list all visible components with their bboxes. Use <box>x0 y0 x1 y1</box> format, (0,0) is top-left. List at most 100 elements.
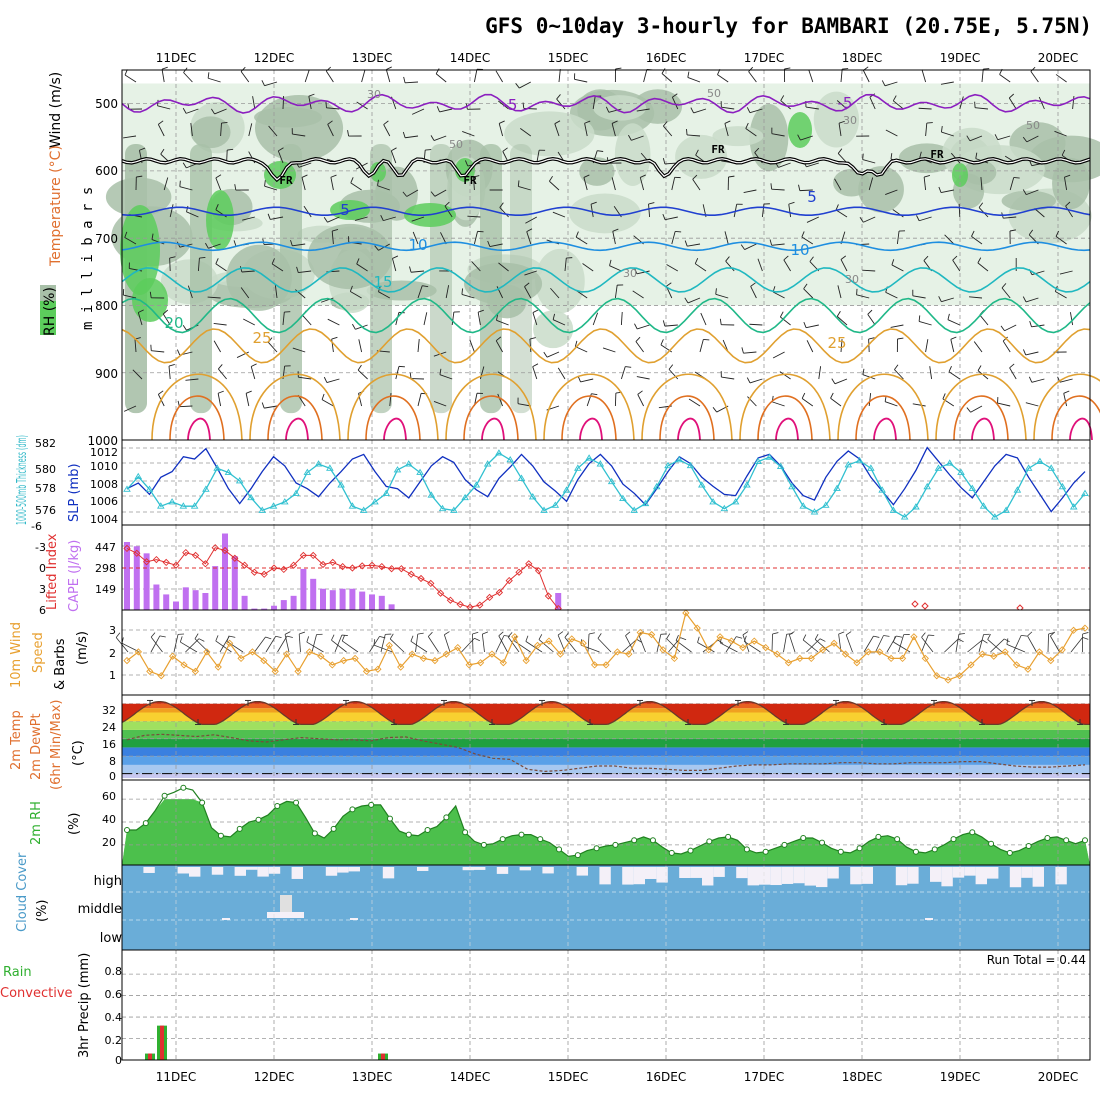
cape-bar <box>300 568 307 610</box>
wind-barb <box>958 638 964 643</box>
wind-barb <box>185 378 199 381</box>
wind-barb <box>840 259 848 272</box>
high-cloud-gap <box>519 867 531 871</box>
cape-bar <box>388 604 395 610</box>
high-cloud-gap <box>759 867 771 885</box>
isotherm <box>757 395 813 441</box>
date-label: 16DEC <box>646 1070 686 1084</box>
ytick-label: 0.6 <box>105 988 123 1001</box>
wind-barb <box>838 631 845 635</box>
wind-speed-point <box>168 652 177 660</box>
wind-barb <box>427 636 439 653</box>
wind-barb <box>743 635 747 642</box>
high-cloud-gap <box>143 867 155 873</box>
wind-barb <box>643 69 648 83</box>
wind-barb <box>800 135 813 141</box>
lifted-index-point <box>309 551 317 560</box>
rh-point <box>443 814 450 821</box>
wind-barb <box>410 635 414 642</box>
wind-barb <box>334 634 343 653</box>
high-cloud-gap <box>679 867 691 878</box>
wind-barb <box>518 185 531 191</box>
high-cloud-gap <box>690 867 702 878</box>
wind-barb <box>803 321 807 328</box>
wind-barb <box>389 633 394 640</box>
slp-point <box>1047 464 1055 471</box>
wind-barb <box>1054 130 1067 137</box>
wind-barb <box>1063 393 1068 407</box>
high-cloud-gap <box>895 867 908 886</box>
wind-barb <box>243 318 256 326</box>
wind-barb <box>736 636 743 639</box>
wind-barb <box>918 107 932 110</box>
slp-point <box>337 481 345 488</box>
lifted-index-point <box>250 568 259 576</box>
wind-barb <box>549 180 560 191</box>
wind-barb <box>615 67 622 70</box>
isotherm <box>1069 417 1093 441</box>
wind-barb <box>151 350 165 353</box>
wind-barb <box>1022 136 1028 143</box>
rh-area <box>510 144 532 414</box>
wind-barb <box>614 285 618 299</box>
high-cloud-gap <box>576 867 588 876</box>
freezing-level-label: FR <box>279 174 293 187</box>
wind-barb <box>1059 270 1073 275</box>
cape-bar <box>222 533 228 610</box>
wind-barb <box>941 297 954 303</box>
date-label: 20DEC <box>1038 51 1078 65</box>
wind-barb <box>311 634 317 653</box>
wind-barb <box>499 120 505 124</box>
slp-point <box>213 464 221 471</box>
wind-speed-point <box>533 641 542 650</box>
wind-barb <box>687 77 701 83</box>
wind-barb <box>496 314 499 321</box>
ytick-label: 149 <box>95 583 116 596</box>
wind-barb <box>789 631 795 636</box>
wind-barb <box>354 216 368 221</box>
wind-barb <box>590 201 597 205</box>
temp-band <box>122 773 1090 778</box>
rh-point <box>668 849 675 856</box>
wind-barb <box>444 631 450 636</box>
wind-barb <box>838 120 845 124</box>
slp-point <box>833 484 841 491</box>
wind-barb <box>499 207 509 218</box>
high-cloud-gap <box>496 867 509 874</box>
isotherm <box>121 297 1091 334</box>
wind-barb <box>1029 321 1032 328</box>
wind-speed-point <box>602 661 610 669</box>
wind-barb <box>183 72 193 83</box>
rh-point <box>311 830 318 837</box>
rh-point <box>480 841 487 848</box>
wind-barb <box>308 96 312 110</box>
wind-barb <box>482 631 489 635</box>
rh-point <box>556 846 563 853</box>
wind-speed-point <box>1012 661 1021 669</box>
wind-barb <box>522 102 525 109</box>
wind-barb <box>564 258 567 272</box>
wind-barb <box>157 105 171 110</box>
slp-point <box>675 455 684 463</box>
wind-barb <box>868 393 872 407</box>
wind-barb <box>197 258 200 272</box>
wind-barb <box>971 236 983 245</box>
high-cloud-gap <box>793 867 805 884</box>
rh-point <box>293 799 300 806</box>
wind-barb <box>1009 177 1015 191</box>
rh-point <box>1063 837 1070 844</box>
lifted-index-point <box>417 574 425 583</box>
wind-barb <box>869 96 876 110</box>
ytick-label: 580 <box>35 463 56 476</box>
wind-barb <box>608 108 622 113</box>
isotherm <box>365 395 421 441</box>
wind-barb <box>620 366 626 380</box>
high-cloud-gap <box>633 867 645 885</box>
wind-barb <box>422 285 429 288</box>
slp-point <box>562 486 571 493</box>
wind-barb <box>721 106 735 110</box>
wind-barb <box>519 81 532 89</box>
dewpt-2m-label: 2m DewPt <box>29 713 44 780</box>
wind-barb <box>389 393 392 407</box>
ytick-label: 0 <box>109 770 116 783</box>
